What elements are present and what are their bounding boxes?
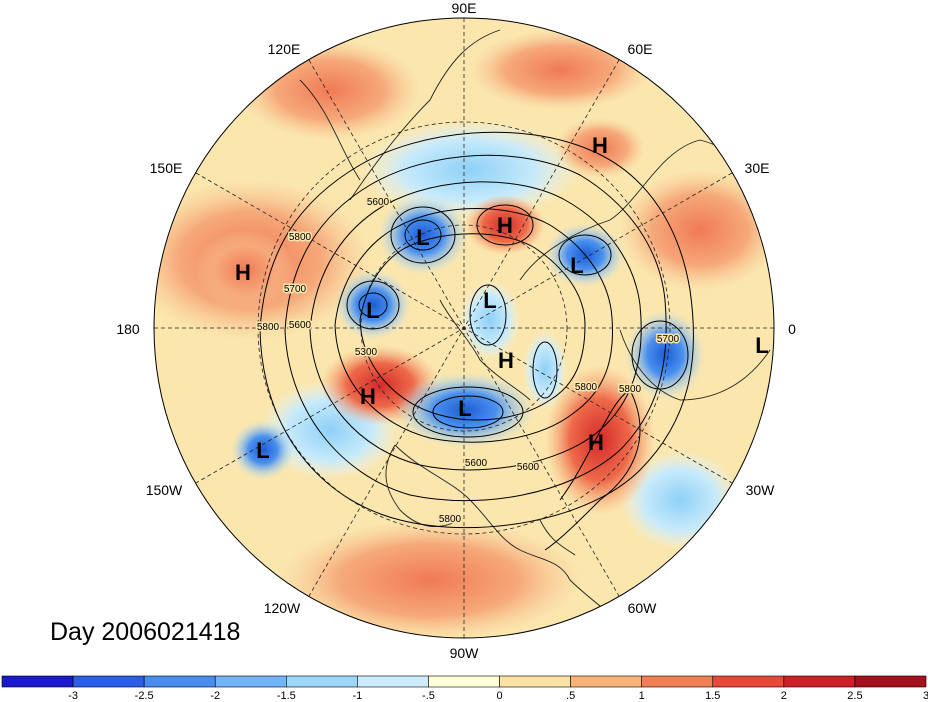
contour-label: 5800 [257, 322, 280, 333]
contour-label: 5600 [367, 197, 390, 208]
graticule [154, 18, 774, 638]
colorbar-tick-label: 2 [781, 690, 787, 702]
colorbar-tick-label: -2.5 [135, 690, 154, 702]
height-contours [259, 131, 694, 551]
colorbar-swatch [499, 675, 571, 688]
high-center-9: H [360, 384, 376, 409]
colorbar-tick-label: -2 [210, 690, 220, 702]
colorbar-tick-label: -3 [68, 690, 78, 702]
longitude-label-60w: 60W [628, 600, 658, 616]
contour-label: 5800 [439, 514, 462, 525]
colorbar-swatch [783, 675, 856, 688]
low-center-6: L [483, 288, 496, 313]
longitude-label-30e: 30E [745, 160, 770, 176]
longitude-label-120w: 120W [264, 600, 301, 616]
contour-label: 5600 [289, 320, 312, 331]
colorbar-swatch [143, 675, 216, 688]
high-center-4: H [235, 260, 251, 285]
colorbar-swatch [1, 675, 74, 688]
longitude-label-60e: 60E [628, 41, 653, 57]
low-center-12: L [256, 438, 269, 463]
longitude-label-90w: 90W [450, 645, 480, 661]
longitude-label-150e: 150E [150, 160, 183, 176]
colorbar-tick-label: 2.5 [847, 690, 862, 702]
contour-label: 5600 [517, 462, 540, 473]
colorbar-tick-label: -1 [352, 690, 362, 702]
colorbar-tick-label: 1.5 [705, 690, 720, 702]
high-center-7: H [498, 348, 514, 373]
contour-label: 5700 [657, 334, 680, 345]
colorbar-swatch [214, 675, 287, 688]
contour-label: 5800 [619, 384, 642, 395]
low-center-1: L [416, 225, 429, 250]
contour-label: 5800 [575, 382, 598, 393]
high-center-2: H [497, 213, 513, 238]
colorbar-tick-label: -.5 [422, 690, 435, 702]
low-center-5: L [366, 298, 379, 323]
contour-label: 5800 [289, 232, 312, 243]
high-center-11: H [588, 430, 604, 455]
contour-label: 5700 [284, 284, 307, 295]
colorbar-swatch [428, 675, 500, 688]
longitude-label-30w: 30W [746, 482, 776, 498]
contour-label: 5300 [355, 347, 378, 358]
colorbar-swatch [854, 675, 927, 688]
high-center-0: H [592, 133, 608, 158]
longitude-label-0: 0 [788, 321, 796, 337]
colorbar-swatch [357, 675, 429, 688]
low-center-10: L [458, 396, 471, 421]
colorbar-tick-label: 1 [639, 690, 645, 702]
colorbar-tick-label: -1.5 [277, 690, 296, 702]
longitude-label-90e: 90E [452, 0, 477, 16]
colorbar-swatch [570, 675, 642, 688]
colorbar-swatch [641, 675, 714, 688]
map-boundary [153, 17, 775, 639]
colorbar-swatch [712, 675, 785, 688]
longitude-label-180: 180 [116, 321, 140, 337]
polar-map: 90E 60E 120E 30E 150E 180 0 150W 30W 120W 60W 90W H… [116, 0, 796, 661]
date-title: Day 2006021418 [50, 618, 241, 646]
longitude-label-150w: 150W [146, 482, 183, 498]
longitude-labels: 90E 60E 120E 30E 150E 180 0 150W 30W 120W 60W 90W [116, 0, 796, 661]
contour-label: 5600 [465, 458, 488, 469]
anomaly-field [154, 18, 774, 638]
pressure-centers: H L H L H L L H L H L H L [235, 133, 769, 463]
colorbar-tick-label: 3 [923, 690, 928, 702]
colorbar-swatch [72, 675, 145, 688]
low-center-3: L [570, 253, 583, 278]
colorbar-tick-label: .5 [566, 690, 575, 702]
colorbar-swatch [286, 675, 358, 688]
longitude-label-120e: 120E [268, 41, 301, 57]
low-center-8: L [755, 333, 768, 358]
colorbar: -3 -2.5 -2 -1.5 -1 -.5 0 .5 1 1.5 2 2.5 3 [1, 675, 928, 702]
contour-labels: 5600 5800 5700 5600 5800 5300 5700 5800 5800 5600… [255, 196, 681, 527]
colorbar-tick-label: 0 [496, 690, 502, 702]
